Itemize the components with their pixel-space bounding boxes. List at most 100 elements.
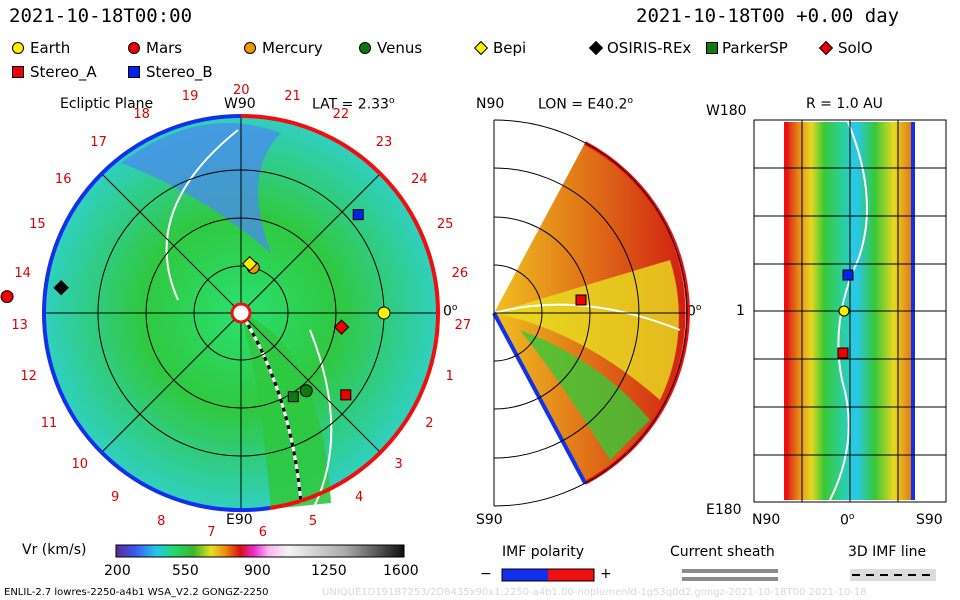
- radial-x-mid-label: 0o: [840, 512, 855, 529]
- marker-osiris-rex: [53, 280, 69, 296]
- radial-stereo-a-marker: [837, 347, 849, 359]
- marker-solo: [333, 319, 350, 335]
- current-sheath-swatch-top: [682, 569, 778, 573]
- meridional-lon-label: LON = E40.2o: [538, 96, 633, 113]
- marker-bepi: [241, 256, 258, 272]
- marker-parkersp: [287, 391, 299, 403]
- imf-polarity-plus: +: [600, 566, 612, 582]
- meridional-fast-band: [520, 330, 650, 460]
- carrington-label-6: 6: [258, 525, 268, 541]
- marker-stereo-b: [352, 209, 364, 221]
- carrington-label-13: 13: [11, 317, 28, 333]
- meridional-panel: [492, 119, 690, 507]
- radial-x-right-label: S90: [916, 512, 943, 528]
- imf-positive-swatch: [548, 569, 594, 581]
- model-info: ENLIL-2.7 lowres-2250-a4b1 WSA_V2.2 GONG…: [4, 587, 269, 598]
- carrington-label-22: 22: [332, 106, 350, 122]
- radial-title: R = 1.0 AU: [806, 96, 883, 112]
- legend-stereo-b: Stereo_B: [146, 63, 213, 81]
- current-sheath: [239, 312, 303, 504]
- carrington-label-3: 3: [394, 457, 403, 473]
- meridional-sector-boundary: [493, 303, 681, 331]
- object-markers: [0, 209, 391, 403]
- ecliptic-title: Ecliptic Plane: [60, 96, 154, 112]
- imf-line-swatch-bg: [850, 569, 936, 581]
- legend-osiris-rex: OSIRIS-REx: [607, 39, 692, 57]
- carrington-label-2: 2: [425, 416, 434, 431]
- run-info: UNIQUE1D191B7253/2D8435x90x1.2250-a4b1.0…: [322, 587, 867, 598]
- marker-mars: [0, 290, 14, 304]
- meridional-right-label: 0o: [687, 303, 702, 320]
- carrington-label-8: 8: [157, 513, 166, 529]
- marker-earth: [377, 306, 391, 320]
- carrington-label-1: 1: [445, 368, 454, 384]
- sector-boundary-west: [165, 129, 239, 301]
- carrington-label-4: 4: [354, 490, 364, 506]
- radial-x-left-label: N90: [752, 512, 781, 528]
- carrington-label-9: 9: [111, 490, 120, 506]
- venus-marker-icon: [359, 42, 371, 54]
- stereo-b-marker-icon: [128, 66, 140, 78]
- carrington-label-11: 11: [40, 416, 58, 431]
- imf-negative-swatch: [502, 569, 548, 581]
- mercury-marker-icon: [244, 42, 256, 54]
- legend-mars: Mars: [146, 39, 183, 57]
- mars-marker-icon: [128, 42, 140, 54]
- carrington-label-15: 15: [29, 217, 46, 233]
- carrington-label-7: 7: [207, 525, 216, 541]
- legend-stereo-a: Stereo_A: [30, 63, 97, 81]
- carrington-label-21: 21: [284, 88, 301, 104]
- carrington-label-10: 10: [71, 457, 89, 473]
- ecliptic-bottom-label: E90: [226, 512, 253, 528]
- radial-earth-marker: [838, 305, 850, 317]
- colorbar-tick-1600: 1600: [383, 563, 419, 579]
- carrington-label-23: 23: [375, 134, 393, 150]
- carrington-label-16: 16: [54, 172, 72, 188]
- colorbar-tick-550: 550: [172, 563, 199, 579]
- imf-line: [239, 312, 303, 504]
- radial-bottom-left-label: E180: [706, 502, 742, 518]
- legend-mercury: Mercury: [262, 39, 323, 57]
- radial-stereo-b-marker: [842, 269, 854, 281]
- meridional-stereo-a-marker: [575, 294, 587, 306]
- colorbar-tick-200: 200: [104, 563, 131, 579]
- imf-polarity-minus: −: [480, 566, 492, 582]
- meridional-bottom-label: S90: [476, 512, 503, 528]
- carrington-label-14: 14: [14, 266, 31, 282]
- imf-polarity-label: IMF polarity: [502, 544, 585, 560]
- colorbar-tick-1250: 1250: [311, 563, 347, 579]
- radial-panel: [753, 119, 947, 503]
- velocity-colorbar: [115, 544, 405, 558]
- carrington-label-17: 17: [90, 134, 107, 150]
- legend-parkersp: ParkerSP: [722, 39, 788, 57]
- carrington-label-26: 26: [451, 266, 469, 282]
- legend-earth: Earth: [30, 39, 71, 57]
- polarity-rim-positive: [240, 114, 441, 510]
- current-sheath-swatch-bottom: [682, 577, 778, 581]
- radial-mid-left-label: 1: [736, 303, 745, 319]
- carrington-label-20: 20: [233, 83, 250, 98]
- imf-polarity-frame: [501, 568, 595, 582]
- marker-venus: [299, 384, 313, 398]
- carrington-label-24: 24: [411, 172, 428, 188]
- left-timestamp: 2021-10-18T00:00: [9, 5, 193, 27]
- imf-line-label: 3D IMF line: [848, 544, 927, 560]
- ecliptic-lat-label: LAT = 2.33o: [312, 96, 395, 113]
- colorbar-tick-900: 900: [244, 563, 271, 579]
- ecliptic-right-label: 0o: [443, 303, 458, 320]
- carrington-label-12: 12: [20, 368, 37, 384]
- stereo-a-marker-icon: [12, 66, 24, 78]
- legend-solo: SolO: [838, 39, 873, 57]
- right-timestamp: 2021-10-18T00 +0.00 day: [636, 5, 900, 27]
- polarity-rim-negative: [41, 114, 271, 513]
- carrington-label-19: 19: [181, 88, 199, 104]
- marker-stereo-a: [340, 389, 352, 401]
- carrington-label-18: 18: [133, 106, 150, 122]
- stream-region: [241, 313, 331, 509]
- meridional-top-label: N90: [476, 96, 505, 112]
- meridional-slow-band: [494, 260, 679, 400]
- legend-venus: Venus: [377, 39, 423, 57]
- sun-inner-boundary: [230, 302, 252, 324]
- carrington-label-5: 5: [308, 513, 318, 529]
